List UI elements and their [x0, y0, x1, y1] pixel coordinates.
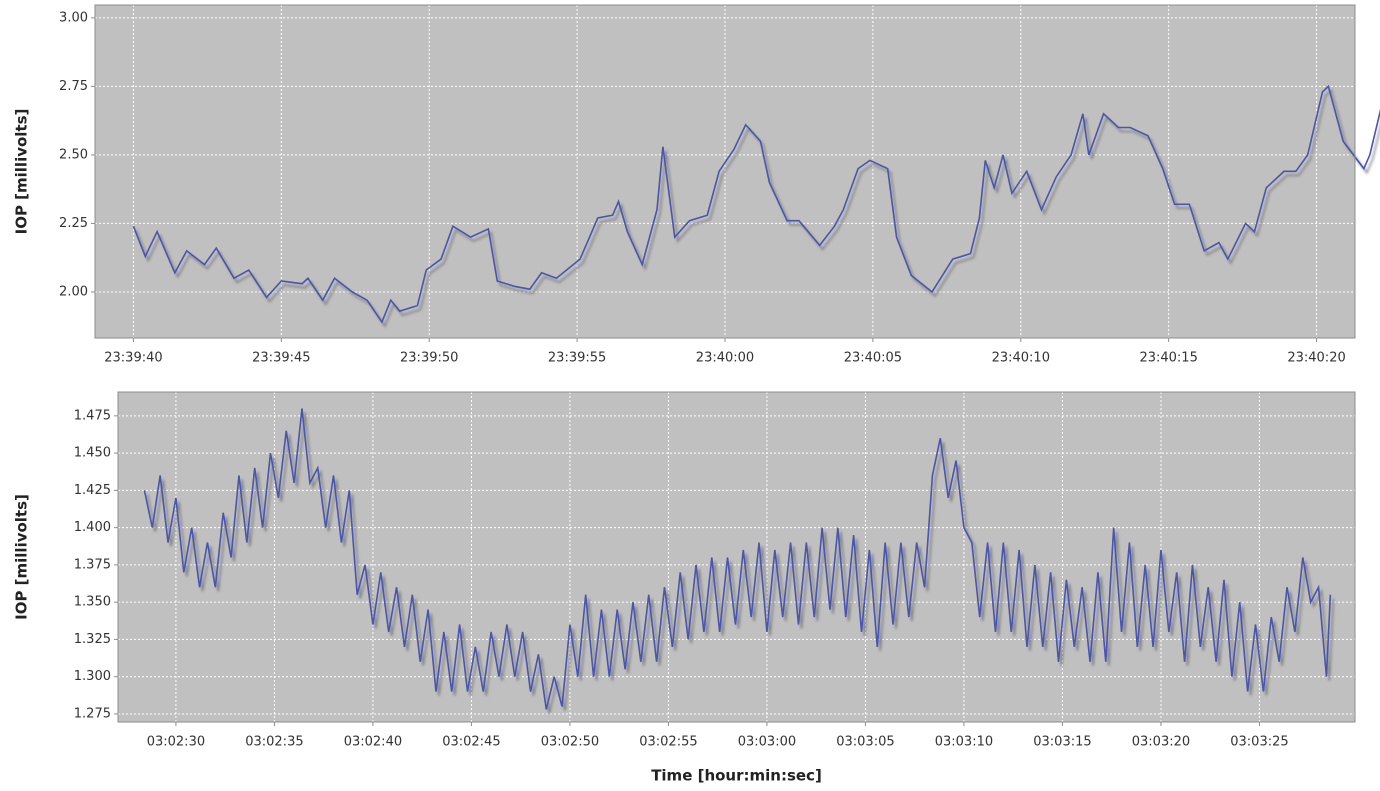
y-axis-label: IOP [millivolts]	[13, 109, 31, 235]
x-tick-label: 03:03:25	[1230, 735, 1288, 750]
x-tick-label: 23:39:50	[400, 351, 458, 366]
x-tick-label: 23:40:20	[1287, 351, 1345, 366]
x-tick-label: 23:39:45	[252, 351, 310, 366]
x-tick-label: 23:39:55	[548, 351, 606, 366]
x-tick-label: 23:40:10	[992, 351, 1050, 366]
x-tick-label: 23:39:40	[104, 351, 162, 366]
plot-border	[94, 4, 1356, 339]
x-tick-label: 23:40:15	[1139, 351, 1197, 366]
x-tick-label: 03:02:35	[245, 735, 303, 750]
x-tick-label: 03:03:20	[1132, 735, 1190, 750]
y-tick-label: 1.450	[74, 446, 111, 461]
x-tick-label: 23:40:05	[844, 351, 902, 366]
y-tick-label: 2.75	[59, 79, 88, 94]
x-tick-label: 03:02:50	[541, 735, 599, 750]
y-tick-label: 1.475	[74, 408, 111, 423]
y-tick-label: 1.425	[74, 483, 111, 498]
y-tick-label: 2.50	[59, 147, 88, 162]
x-tick-label: 03:03:00	[738, 735, 796, 750]
y-tick-label: 1.275	[74, 706, 111, 721]
y-tick-label: 1.325	[74, 632, 111, 647]
y-tick-label: 1.375	[74, 557, 111, 572]
x-tick-label: 03:02:40	[344, 735, 402, 750]
y-tick-label: 1.350	[74, 595, 111, 610]
x-tick-label: 03:02:45	[442, 735, 500, 750]
x-tick-label: 03:02:30	[147, 735, 205, 750]
x-axis-label: Time [hour:min:sec]	[651, 767, 822, 785]
x-tick-label: 23:40:00	[696, 351, 754, 366]
data-line	[143, 408, 1332, 710]
plot-border	[117, 391, 1356, 723]
y-tick-label: 3.00	[59, 10, 88, 25]
x-tick-label: 03:03:10	[935, 735, 993, 750]
plot-area	[117, 391, 1356, 723]
y-axis-label: IOP [millivolts]	[13, 494, 31, 620]
y-tick-label: 1.400	[74, 520, 111, 535]
x-tick-label: 03:03:15	[1033, 735, 1091, 750]
x-tick-label: 03:03:05	[836, 735, 894, 750]
y-tick-label: 1.300	[74, 669, 111, 684]
y-tick-label: 2.25	[59, 216, 88, 231]
y-tick-label: 2.00	[59, 284, 88, 299]
data-line	[132, 84, 1380, 324]
x-tick-label: 03:02:55	[639, 735, 697, 750]
